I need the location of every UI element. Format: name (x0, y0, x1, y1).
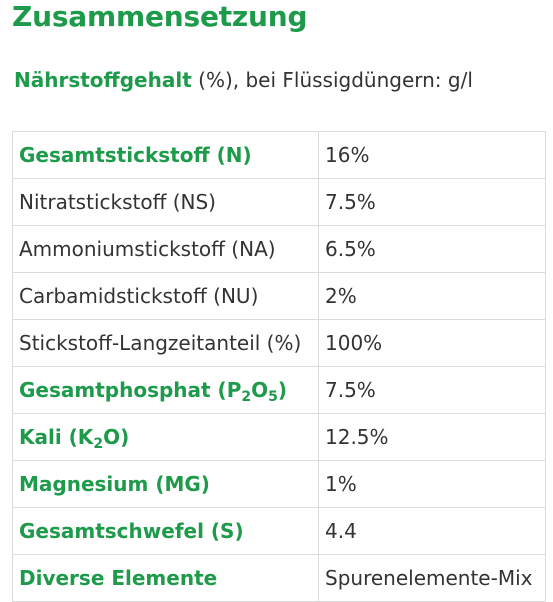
composition-table: Gesamtstickstoff (N) 16% Nitratstickstof… (12, 131, 546, 602)
label-text: Kali (K (19, 425, 94, 449)
row-label: Ammoniumstickstoff (NA) (12, 225, 319, 273)
nutrient-content-label: Nährstoffgehalt (14, 68, 192, 92)
table-row-total-phosphate: Gesamtphosphat (P2O5) 7.5% (12, 366, 546, 414)
table-row-total-nitrogen: Gesamtstickstoff (N) 16% (12, 131, 546, 179)
row-label: Magnesium (MG) (12, 460, 319, 508)
nutrient-content-heading: Nährstoffgehalt (%), bei Flüssigdüngern:… (14, 68, 473, 92)
row-value: 6.5% (318, 225, 546, 273)
row-value: 16% (318, 131, 546, 179)
row-value: 4.4 (318, 507, 546, 555)
row-value: 7.5% (318, 178, 546, 226)
label-text: Gesamtphosphat (P (19, 378, 242, 402)
table-row-nitrate-nitrogen: Nitratstickstoff (NS) 7.5% (12, 178, 546, 226)
label-text: ) (277, 378, 288, 402)
row-value: 100% (318, 319, 546, 367)
row-label: Gesamtphosphat (P2O5) (12, 366, 319, 414)
nutrient-content-unit-note: (%), bei Flüssigdüngern: g/l (191, 68, 473, 92)
subscript: 2 (93, 436, 104, 452)
row-value: 2% (318, 272, 546, 320)
row-label: Diverse Elemente (12, 554, 319, 602)
subscript: 5 (268, 389, 278, 405)
table-row-magnesium: Magnesium (MG) 1% (12, 460, 546, 508)
row-value: Spurenelemente-Mix (318, 554, 546, 602)
label-text: O) (103, 425, 130, 449)
row-label: Stickstoff-Langzeitanteil (%) (12, 319, 319, 367)
table-row-various-elements: Diverse Elemente Spurenelemente-Mix (12, 554, 546, 602)
row-label: Kali (K2O) (12, 413, 319, 461)
table-row-long-term-nitrogen: Stickstoff-Langzeitanteil (%) 100% (12, 319, 546, 367)
row-value: 7.5% (318, 366, 546, 414)
row-value: 1% (318, 460, 546, 508)
row-label: Gesamtschwefel (S) (12, 507, 319, 555)
table-row-total-sulfur: Gesamtschwefel (S) 4.4 (12, 507, 546, 555)
label-text: O (251, 378, 269, 402)
table-row-ammonium-nitrogen: Ammoniumstickstoff (NA) 6.5% (12, 225, 546, 273)
table-row-carbamide-nitrogen: Carbamidstickstoff (NU) 2% (12, 272, 546, 320)
row-label: Carbamidstickstoff (NU) (12, 272, 319, 320)
page-title: Zusammensetzung (12, 0, 308, 33)
subscript: 2 (241, 389, 252, 405)
row-label: Nitratstickstoff (NS) (12, 178, 319, 226)
table-row-potash: Kali (K2O) 12.5% (12, 413, 546, 461)
row-value: 12.5% (318, 413, 546, 461)
row-label: Gesamtstickstoff (N) (12, 131, 319, 179)
